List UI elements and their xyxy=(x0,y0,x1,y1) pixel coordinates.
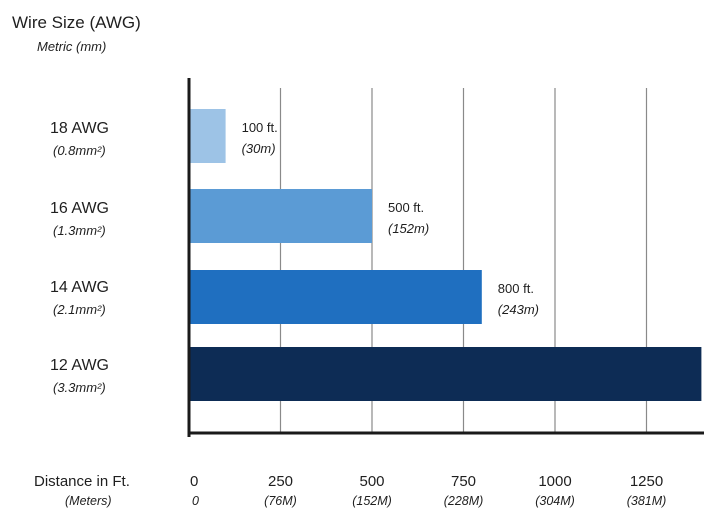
bar-value-label: 100 ft. xyxy=(242,120,278,135)
bar-value-metric-label: (243m) xyxy=(498,302,539,317)
bar-12-awg xyxy=(189,347,702,401)
x-tick-label: 750 xyxy=(451,473,476,490)
category-metric-label: (1.3mm²) xyxy=(53,223,106,238)
bar-value-label: 500 ft. xyxy=(388,200,424,215)
x-tick-metric-label: 0 xyxy=(192,494,199,508)
axes xyxy=(187,78,704,437)
bar-14-awg xyxy=(189,270,482,324)
category-metric-label: (2.1mm²) xyxy=(53,302,106,317)
y-axis-header-sub: Metric (mm) xyxy=(37,39,106,54)
bars xyxy=(189,109,702,401)
x-axis-label-sub: (Meters) xyxy=(65,494,112,508)
x-tick-metric-label: (228M) xyxy=(444,494,484,508)
bar-18-awg xyxy=(189,109,226,163)
bar-value-metric-label: (152m) xyxy=(388,221,429,236)
x-tick-metric-label: (304M) xyxy=(535,494,575,508)
bar-value-metric-label: (30m) xyxy=(242,141,276,156)
bar-16-awg xyxy=(189,189,372,243)
x-tick-label: 1000 xyxy=(538,473,571,490)
category-metric-label: (0.8mm²) xyxy=(53,143,106,158)
category-label: 16 AWG xyxy=(50,200,109,217)
x-tick-metric-label: (152M) xyxy=(352,494,392,508)
x-tick-label: 250 xyxy=(268,473,293,490)
x-tick-metric-label: (76M) xyxy=(264,494,297,508)
x-tick-label: 1250 xyxy=(630,473,663,490)
x-tick-metric-label: (381M) xyxy=(627,494,667,508)
category-label: 14 AWG xyxy=(50,279,109,296)
category-label: 18 AWG xyxy=(50,120,109,137)
labels: 100 ft. (30m) 500 ft. (152m) 800 ft. (243m) 14… xyxy=(12,13,667,508)
x-tick-label: 0 xyxy=(190,473,198,490)
category-label: 12 AWG xyxy=(50,357,109,374)
y-axis-header: Wire Size (AWG) xyxy=(12,13,141,32)
category-metric-label: (3.3mm²) xyxy=(53,380,106,395)
x-axis-label: Distance in Ft. xyxy=(34,473,130,490)
bar-value-label: 800 ft. xyxy=(498,281,534,296)
x-tick-label: 500 xyxy=(359,473,384,490)
